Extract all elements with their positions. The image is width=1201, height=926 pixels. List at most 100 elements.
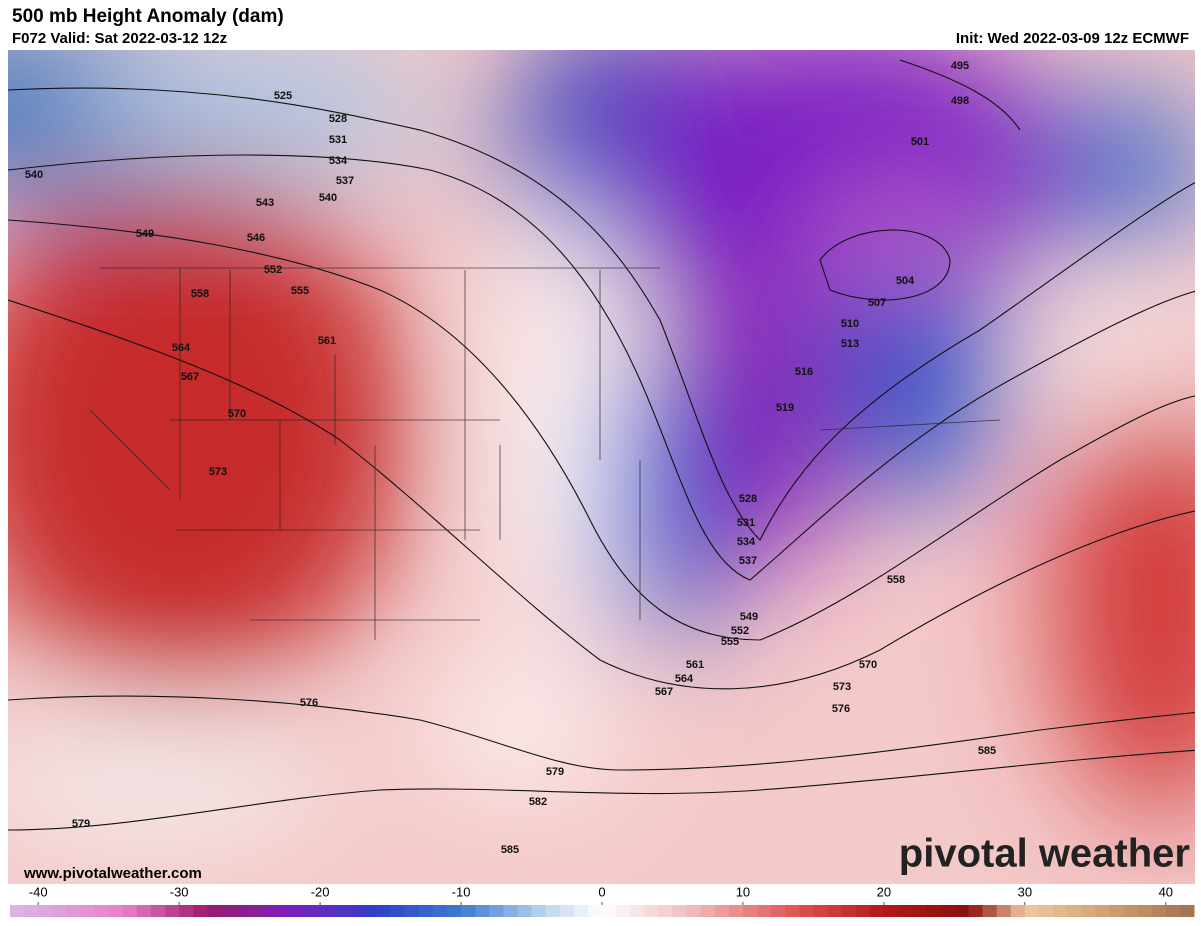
colorbar-tick-label: -20 — [311, 884, 330, 899]
colorbar-swatch — [1109, 905, 1125, 917]
colorbar-swatch — [277, 905, 293, 917]
contour-label: 561 — [318, 335, 336, 347]
url: www.pivotalweather.com — [23, 865, 202, 882]
colorbar-swatch — [193, 905, 208, 917]
contour-label: 519 — [776, 402, 794, 414]
colorbar-swatch — [348, 905, 363, 917]
colorbar-swatch — [150, 905, 166, 917]
colorbar-swatch — [813, 905, 829, 917]
colorbar-swatch — [742, 905, 758, 917]
contour-label: 495 — [951, 60, 969, 72]
colorbar-tick-label: 20 — [877, 884, 891, 899]
colorbar-swatch — [757, 905, 772, 917]
colorbar-swatch — [573, 905, 589, 917]
contour-label: 573 — [833, 681, 851, 693]
colorbar-swatch — [291, 905, 307, 917]
contour-label: 537 — [336, 175, 354, 187]
colorbar-swatch — [1024, 905, 1040, 917]
colorbar-swatch — [1123, 905, 1139, 917]
colorbar-swatch — [249, 905, 265, 917]
contour-label: 507 — [868, 297, 886, 309]
contour-label: 528 — [329, 113, 347, 125]
colorbar-swatch — [841, 905, 857, 917]
colorbar-swatch — [66, 905, 81, 917]
colorbar-swatch — [1137, 905, 1153, 917]
colorbar-swatch — [306, 905, 321, 917]
colorbar-swatch — [658, 905, 673, 917]
colorbar-tick-label: -30 — [170, 884, 189, 899]
colorbar-swatch — [320, 905, 335, 917]
map: 5255285315345375405435465495525555585615… — [8, 50, 1195, 884]
colorbar-swatch — [996, 905, 1012, 917]
contour-label: 543 — [256, 197, 274, 209]
colorbar-swatch — [10, 905, 25, 917]
colorbar-swatch — [545, 905, 561, 917]
contour-label: 582 — [529, 796, 547, 808]
logo: pivotal weather — [899, 832, 1190, 876]
colorbar-swatch — [1095, 905, 1110, 917]
colorbar-swatch — [136, 905, 152, 917]
valid-time: F072 Valid: Sat 2022-03-12 12z — [12, 30, 227, 47]
colorbar-swatch — [954, 905, 969, 917]
contour-label: 501 — [911, 136, 929, 148]
colorbar-swatch — [24, 905, 39, 917]
contour-label: 564 — [172, 342, 191, 354]
contour-label: 555 — [291, 285, 309, 297]
contour-label: 576 — [832, 703, 850, 715]
colorbar-swatch — [221, 905, 237, 917]
colorbar-swatch — [1165, 905, 1181, 917]
contour-label: 540 — [319, 192, 337, 204]
contour-label: 579 — [546, 766, 564, 778]
colorbar-swatch — [461, 905, 476, 917]
contour-label: 552 — [264, 264, 282, 276]
contour-label: 570 — [228, 408, 246, 420]
contour-label: 537 — [739, 555, 757, 567]
colorbar-swatch — [982, 905, 998, 917]
contour-label: 525 — [274, 90, 292, 102]
colorbar-swatch — [207, 905, 222, 917]
contour-label: 585 — [501, 844, 519, 856]
colorbar-swatch — [531, 905, 547, 917]
colorbar-swatch — [1053, 905, 1068, 917]
colorbar-swatch — [1010, 905, 1026, 917]
colorbar-swatch — [728, 905, 744, 917]
colorbar-swatch — [912, 905, 927, 917]
colorbar-swatch — [122, 905, 138, 917]
borders — [89, 267, 1001, 640]
colorbar-swatch — [686, 905, 702, 917]
colorbar-swatch — [446, 905, 462, 917]
contour-label: 534 — [737, 536, 756, 548]
colorbar-swatch — [108, 905, 124, 917]
colorbar-swatch — [334, 905, 349, 917]
contour-label: 570 — [859, 659, 877, 671]
init-time: Init: Wed 2022-03-09 12z ECMWF — [956, 30, 1189, 47]
colorbar-swatch — [616, 905, 631, 917]
colorbar-swatch — [700, 905, 716, 917]
contour-label: 513 — [841, 338, 859, 350]
colorbar-swatch — [869, 905, 885, 917]
contour-label: 585 — [978, 745, 996, 757]
contour-label: 504 — [896, 275, 915, 287]
colorbar-swatch — [263, 905, 279, 917]
contour-label: 549 — [740, 611, 758, 623]
contour-label: 555 — [721, 636, 739, 648]
colorbar-swatch — [432, 905, 448, 917]
colorbar-swatch — [475, 905, 490, 917]
colorbar-swatch — [602, 905, 617, 917]
colorbar-swatch — [52, 905, 67, 917]
colorbar-swatch — [390, 905, 406, 917]
colorbar-tick-label: 30 — [1018, 884, 1032, 899]
title: 500 mb Height Anomaly (dam) — [12, 6, 284, 27]
colorbar-swatch — [1179, 905, 1195, 917]
colorbar-tick-label: -40 — [29, 884, 48, 899]
colorbar-swatch — [926, 905, 941, 917]
contour-label: 546 — [247, 232, 265, 244]
colorbar-swatch — [785, 905, 800, 917]
contour-label: 579 — [72, 818, 90, 830]
contour-label: 549 — [136, 228, 154, 240]
colorbar-swatch — [404, 905, 420, 917]
colorbar-swatch — [1067, 905, 1082, 917]
contour-label: 528 — [739, 493, 757, 505]
contour-label: 558 — [191, 288, 209, 300]
